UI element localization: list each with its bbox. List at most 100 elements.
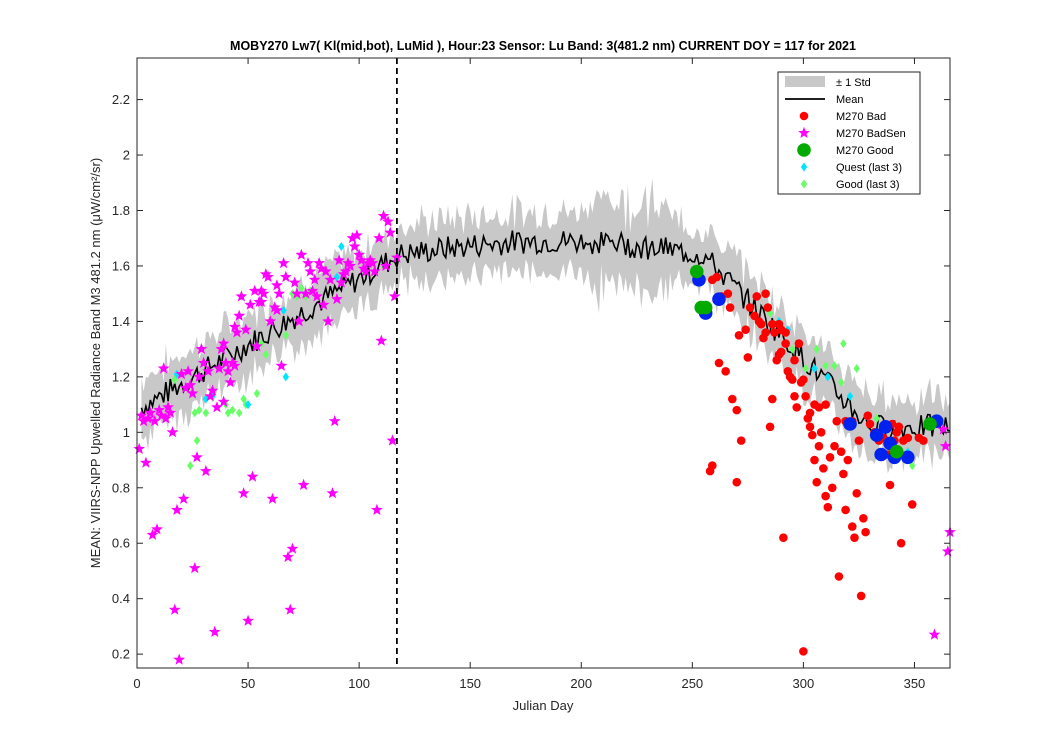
- badsen-point: [346, 232, 359, 244]
- quest-last3-point: [280, 305, 287, 315]
- badsen-point: [175, 367, 188, 380]
- badsen-point: [377, 209, 390, 222]
- bad-point: [736, 436, 746, 445]
- bad-point: [850, 533, 859, 542]
- bad-point: [745, 303, 755, 312]
- badsen-point: [371, 503, 383, 515]
- bad-point: [714, 358, 724, 368]
- badsen-point: [266, 492, 279, 504]
- badsen-point: [353, 248, 365, 260]
- legend-entry: M270 Good: [797, 143, 893, 157]
- badsen-point: [224, 376, 237, 388]
- badsen-point: [319, 265, 332, 277]
- bad-point: [814, 403, 824, 412]
- badsen-point: [279, 270, 292, 283]
- badsen-point: [237, 487, 250, 499]
- badsen-point: [166, 426, 179, 438]
- badsen-point: [235, 290, 248, 302]
- badsen-point: [233, 309, 246, 321]
- badsen-point: [304, 265, 317, 277]
- bad-point: [854, 436, 864, 445]
- bad-point: [765, 422, 775, 432]
- bad-point: [894, 422, 904, 432]
- good-last3-point: [766, 308, 774, 318]
- badsen-point: [191, 451, 203, 463]
- bad-point: [712, 272, 722, 282]
- badsen-point: [215, 342, 228, 355]
- bad-point: [821, 400, 830, 409]
- badsen-point: [262, 270, 274, 283]
- bad-point: [734, 330, 744, 340]
- bad-point: [807, 430, 817, 440]
- badsen-point: [366, 257, 379, 269]
- badsen-point: [246, 470, 259, 482]
- badsen-point: [342, 257, 354, 269]
- badsen-point: [211, 401, 223, 413]
- good-last3-point: [853, 364, 860, 374]
- bad-point: [841, 505, 850, 515]
- badsen-point: [200, 464, 212, 477]
- badsen-point: [306, 284, 319, 296]
- good-last3-point: [235, 408, 243, 418]
- good-blue-point: [874, 447, 888, 462]
- badsen-point: [140, 456, 152, 468]
- bad-point: [790, 391, 799, 401]
- bad-point: [774, 350, 784, 359]
- badsen-point: [133, 442, 146, 454]
- badsen-point: [368, 265, 381, 277]
- bad-point: [903, 433, 913, 443]
- badsen-point: [384, 226, 397, 238]
- badsen-point: [295, 248, 308, 260]
- badsen-point: [382, 215, 394, 227]
- badsen-point: [331, 293, 343, 305]
- bad-point: [794, 339, 804, 348]
- bad-point: [763, 303, 773, 312]
- good-last3-point: [253, 389, 261, 398]
- quest-last3-point: [846, 391, 854, 401]
- badsen-point: [259, 268, 272, 280]
- bad-point: [708, 461, 717, 470]
- badsen-point: [277, 257, 290, 269]
- good-blue-point: [843, 417, 857, 431]
- y-tick-label: 1.8: [112, 203, 130, 218]
- badsen-point: [164, 406, 177, 418]
- x-tick-label: 200: [570, 676, 592, 691]
- badsen-point: [184, 379, 197, 391]
- y-tick-label: 1: [123, 425, 130, 440]
- good-last3-point: [224, 408, 232, 418]
- bad-point: [801, 391, 810, 401]
- legend-label: Quest (last 3): [836, 162, 902, 174]
- bad-point: [814, 441, 824, 451]
- good-last3-point: [873, 413, 880, 423]
- bad-point: [810, 455, 819, 465]
- badsen-point: [193, 370, 206, 382]
- y-axis-ticks: 0.2 0.4 0.6 0.8 1 1.2 1.4 1.6 1.8 2 2.2: [112, 92, 950, 662]
- badsen-point: [293, 315, 306, 327]
- badsen-point: [257, 287, 270, 299]
- legend-entry: Mean: [785, 94, 864, 106]
- badsen-point: [153, 403, 166, 416]
- good-blue-point: [900, 450, 915, 465]
- badsen-point: [144, 406, 157, 418]
- good-last3-point: [909, 461, 916, 471]
- legend-entry: Quest (last 3): [800, 162, 902, 174]
- legend-entry: M270 Bad: [799, 111, 886, 123]
- badsen-point: [315, 262, 328, 274]
- x-tick-label: 0: [133, 676, 140, 691]
- bad-point: [770, 328, 779, 337]
- badsen-point: [242, 614, 254, 626]
- bad-point: [756, 319, 766, 329]
- bad-point: [896, 538, 906, 548]
- bad-point: [861, 527, 870, 537]
- bad-point: [761, 289, 770, 298]
- quest-last3-point: [173, 369, 181, 379]
- x-axis-label: Julian Day: [513, 698, 574, 713]
- badsen-point: [213, 362, 226, 374]
- badsen-point: [251, 340, 263, 352]
- badsen-point: [302, 257, 314, 269]
- badsen-point: [182, 365, 194, 377]
- good-point: [889, 444, 904, 459]
- badsen-point: [373, 232, 385, 244]
- bad-point: [825, 452, 835, 462]
- badsen-point: [364, 254, 377, 266]
